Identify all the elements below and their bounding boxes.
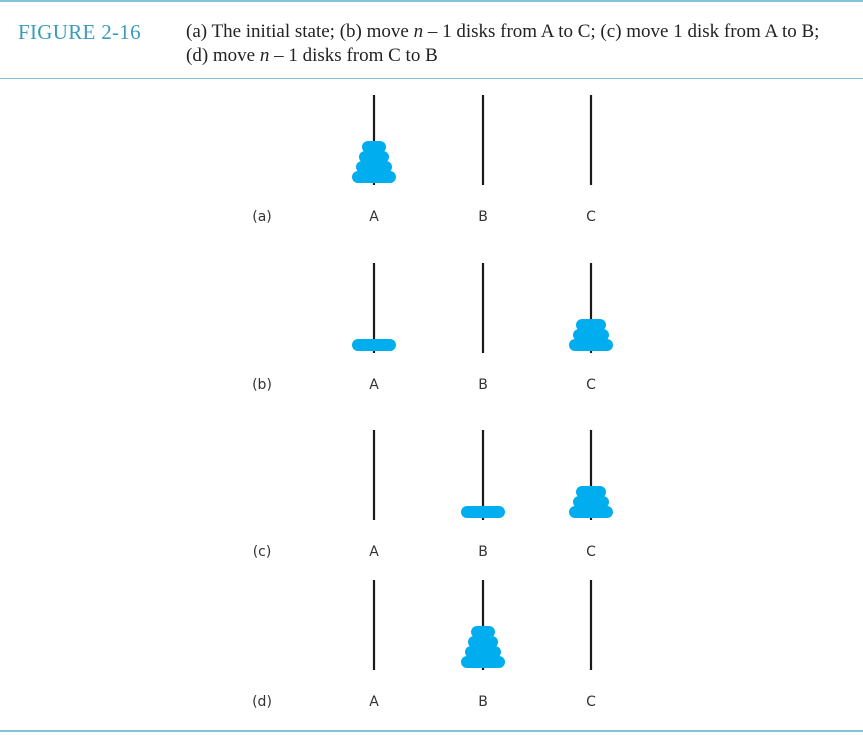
top-rule <box>0 0 863 2</box>
bottom-rule <box>0 730 863 732</box>
peg-label: C <box>586 209 596 225</box>
peg-label: A <box>369 544 379 560</box>
caption-text-2: – 1 disks from A to C; (c) move 1 disk f… <box>186 21 820 66</box>
disk <box>461 506 505 518</box>
peg-label: A <box>369 694 379 710</box>
disk <box>573 329 609 341</box>
disk <box>569 339 613 351</box>
peg-label: C <box>586 544 596 560</box>
state-label: (c) <box>253 544 272 560</box>
figure-label: FIGURE 2-16 <box>18 20 141 44</box>
state-label: (d) <box>252 694 272 710</box>
peg-label: B <box>478 694 488 710</box>
peg-label: B <box>478 544 488 560</box>
disk <box>352 171 396 183</box>
towers-of-hanoi-diagram: (a) A B C (b) A B C (c) A B C (d) A B C <box>252 95 613 710</box>
disk <box>471 626 495 638</box>
disk <box>356 161 392 173</box>
disk <box>362 141 386 153</box>
caption-variable-n: n <box>413 21 424 42</box>
disk <box>359 151 389 163</box>
disk <box>352 339 396 351</box>
disk <box>576 486 606 498</box>
peg-label: B <box>478 377 488 393</box>
disk <box>573 496 609 508</box>
state-label: (a) <box>252 209 272 225</box>
caption-text-3: – 1 disks from C to B <box>269 45 438 66</box>
figure-caption: (a) The initial state; (b) move n – 1 di… <box>186 20 846 68</box>
caption-rule <box>0 78 863 79</box>
peg-label: C <box>586 377 596 393</box>
peg-label: C <box>586 694 596 710</box>
caption-variable-n: n <box>259 45 270 66</box>
state-label: (b) <box>252 377 272 393</box>
disk <box>576 319 606 331</box>
disk <box>468 636 498 648</box>
disk <box>465 646 501 658</box>
disk <box>461 656 505 668</box>
peg-label: A <box>369 377 379 393</box>
disk <box>569 506 613 518</box>
peg-label: A <box>369 209 379 225</box>
peg-label: B <box>478 209 488 225</box>
caption-text-1: (a) The initial state; (b) move <box>186 21 414 42</box>
